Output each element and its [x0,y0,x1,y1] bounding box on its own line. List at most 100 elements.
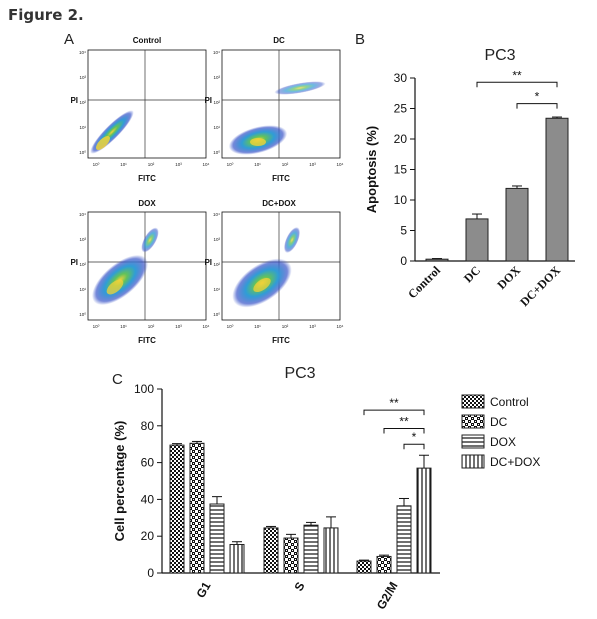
y-tick-label: 15 [394,163,408,177]
significance-bracket [383,428,425,434]
bar [465,218,489,262]
significance-bracket [476,81,558,88]
density-core [253,277,271,293]
legend-swatch [461,434,485,449]
significance-label: ** [512,68,522,82]
flow-x-tick-label: 10¹ [120,162,127,167]
flow-x-tick-label: 10⁰ [93,162,100,167]
significance-bracket [403,443,425,450]
legend-label: DC+DOX [490,455,540,469]
flow-x-tick-label: 10² [148,324,155,329]
flow-x-tick-label: 10² [282,324,289,329]
y-tick-label: 100 [134,382,154,396]
flow-x-tick-label: 10⁰ [227,324,234,329]
flow-x-tick-label: 10³ [309,324,316,329]
bar [356,560,372,574]
chart-title: PC3 [284,365,315,382]
flow-x-tick-label: 10⁰ [227,162,234,167]
y-tick-label: 5 [400,224,407,238]
flow-y-tick-label: 10⁴ [79,50,86,55]
bar [229,543,245,574]
flow-x-label: FITC [138,174,156,183]
legend-label: Control [490,395,529,409]
x-category-label: DC [461,263,483,285]
x-category-label: DOX [494,263,523,292]
cell-cycle-bar-chart: PC3 0 20 40 60 80 100 Cell percentage (%) G1 S G2/… [112,365,540,612]
flow-x-label: FITC [272,174,290,183]
significance-label: ** [389,396,399,410]
panel-label-c: C [112,371,123,388]
density-cloud-upper [141,227,159,253]
flow-y-label: PI [204,258,212,267]
y-tick-label: 0 [400,254,407,268]
flow-y-label: PI [204,96,212,105]
y-tick-label: 0 [147,566,154,580]
significance-label: * [412,430,417,444]
chart-title: PC3 [484,47,515,64]
flow-x-tick-label: 10² [282,162,289,167]
flow-x-tick-label: 10⁴ [337,324,344,329]
density-core [96,136,110,150]
legend-label: DC [490,415,508,429]
flow-x-tick-label: 10³ [175,324,182,329]
bar [283,537,299,574]
flow-y-tick-label: 10⁴ [213,50,220,55]
apoptosis-bar-chart: PC3 0 5 10 15 20 25 30 Apoptosis (%) Control DC DOX… [364,47,575,309]
flow-y-tick-label: 10⁰ [79,150,86,155]
flow-y-tick-label: 10³ [79,237,86,242]
panel-label-b: B [355,31,365,48]
flow-y-tick-label: 10⁰ [213,150,220,155]
flow-x-label: FITC [272,336,290,345]
flow-y-tick-label: 10¹ [213,287,220,292]
flow-plot-control: Control PI FITC [70,36,207,183]
x-category-label: DC+DOX [517,263,563,309]
flow-plot-dc-dox: DC+DOX PI FITC [204,199,341,345]
legend-swatch [461,454,485,469]
bar [416,467,432,574]
flow-plot-dox: DOX PI FITC [70,199,207,345]
flow-cytometry-panel: Control PI FITC DC PI FITC DOX [70,36,343,345]
flow-y-tick-label: 10¹ [79,287,86,292]
legend-swatch [461,414,485,429]
bar [209,503,225,574]
y-tick-label: 30 [394,71,408,85]
legend-label: DOX [490,435,516,449]
y-axis-title: Cell percentage (%) [112,421,127,542]
flow-y-tick-label: 10² [213,262,220,267]
flow-x-tick-label: 10⁰ [93,324,100,329]
bar [505,187,529,262]
legend-swatch [461,394,485,409]
bar [189,442,205,574]
density-core [106,279,124,295]
flow-plot-dc: DC PI FITC [204,36,341,183]
density-cloud-upper [283,227,301,253]
flow-y-tick-label: 10³ [213,237,220,242]
flow-y-tick-label: 10³ [213,75,220,80]
y-tick-label: 40 [141,492,155,506]
flow-y-tick-label: 10² [213,100,220,105]
bar [545,117,569,262]
bar [263,527,279,574]
bar [376,555,392,574]
flow-y-tick-label: 10¹ [79,125,86,130]
flow-plot-title: DC+DOX [262,199,296,208]
significance-label: * [535,90,540,104]
y-tick-label: 80 [141,419,155,433]
flow-y-tick-label: 10² [79,100,86,105]
bar [323,527,339,574]
figure-title: Figure 2. [8,6,84,24]
density-cloud-upper [274,81,326,95]
flow-x-label: FITC [138,336,156,345]
y-tick-label: 60 [141,456,155,470]
panel-label-a: A [64,31,74,48]
flow-x-tick-label: 10³ [309,162,316,167]
x-category-label: G1 [193,579,213,600]
flow-y-tick-label: 10³ [79,75,86,80]
y-tick-label: 20 [141,529,155,543]
flow-x-tick-label: 10¹ [254,162,261,167]
y-tick-label: 20 [394,132,408,146]
bar [396,505,412,574]
significance-bracket [516,103,558,109]
y-tick-label: 10 [394,193,408,207]
